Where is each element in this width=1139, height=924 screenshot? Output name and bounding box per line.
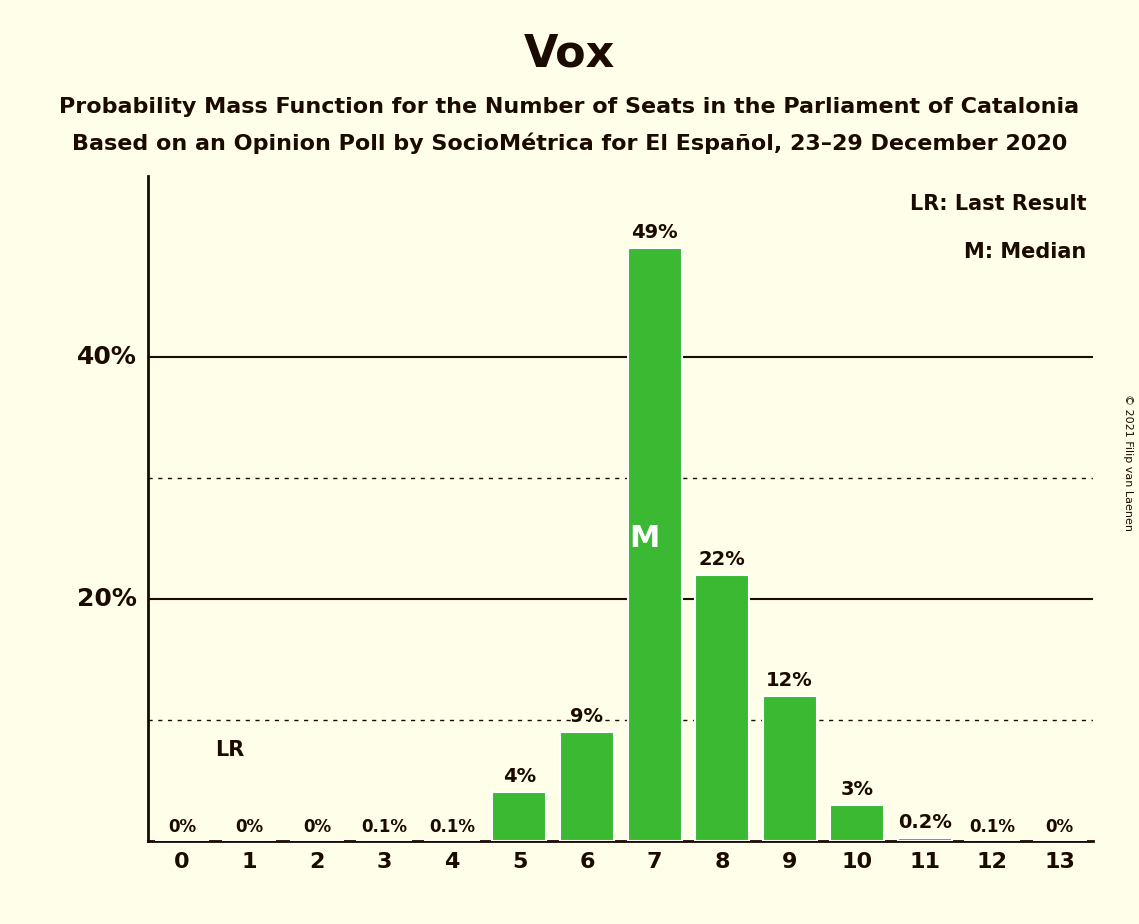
Text: 49%: 49%	[631, 223, 678, 242]
Bar	[560, 732, 614, 841]
Text: M: Median: M: Median	[965, 242, 1087, 262]
Text: 22%: 22%	[698, 550, 745, 568]
Bar	[830, 805, 884, 841]
Bar	[628, 249, 681, 841]
Text: 9%: 9%	[571, 707, 604, 726]
Text: 0.1%: 0.1%	[969, 818, 1015, 836]
Bar	[492, 793, 547, 841]
Text: 4%: 4%	[503, 768, 536, 786]
Bar	[965, 840, 1019, 841]
Bar	[358, 840, 411, 841]
Bar	[695, 575, 749, 841]
Text: 20%: 20%	[76, 587, 137, 611]
Text: 0.1%: 0.1%	[429, 818, 475, 836]
Text: Vox: Vox	[524, 32, 615, 76]
Text: 12%: 12%	[767, 671, 813, 689]
Text: M: M	[629, 524, 659, 553]
Text: 0%: 0%	[1046, 818, 1074, 836]
Text: Probability Mass Function for the Number of Seats in the Parliament of Catalonia: Probability Mass Function for the Number…	[59, 97, 1080, 117]
Text: 0.1%: 0.1%	[361, 818, 408, 836]
Text: LR: LR	[215, 740, 245, 760]
Bar	[425, 840, 480, 841]
Text: 0%: 0%	[236, 818, 263, 836]
Text: © 2021 Filip van Laenen: © 2021 Filip van Laenen	[1123, 394, 1133, 530]
Text: 0.2%: 0.2%	[898, 813, 951, 833]
Text: LR: Last Result: LR: Last Result	[910, 194, 1087, 213]
Text: 40%: 40%	[76, 345, 137, 369]
Bar	[763, 696, 817, 841]
Bar	[898, 838, 952, 841]
Text: 0%: 0%	[303, 818, 331, 836]
Text: 0%: 0%	[167, 818, 196, 836]
Text: 3%: 3%	[841, 780, 874, 798]
Text: Based on an Opinion Poll by SocioMétrica for El Español, 23–29 December 2020: Based on an Opinion Poll by SocioMétrica…	[72, 132, 1067, 153]
